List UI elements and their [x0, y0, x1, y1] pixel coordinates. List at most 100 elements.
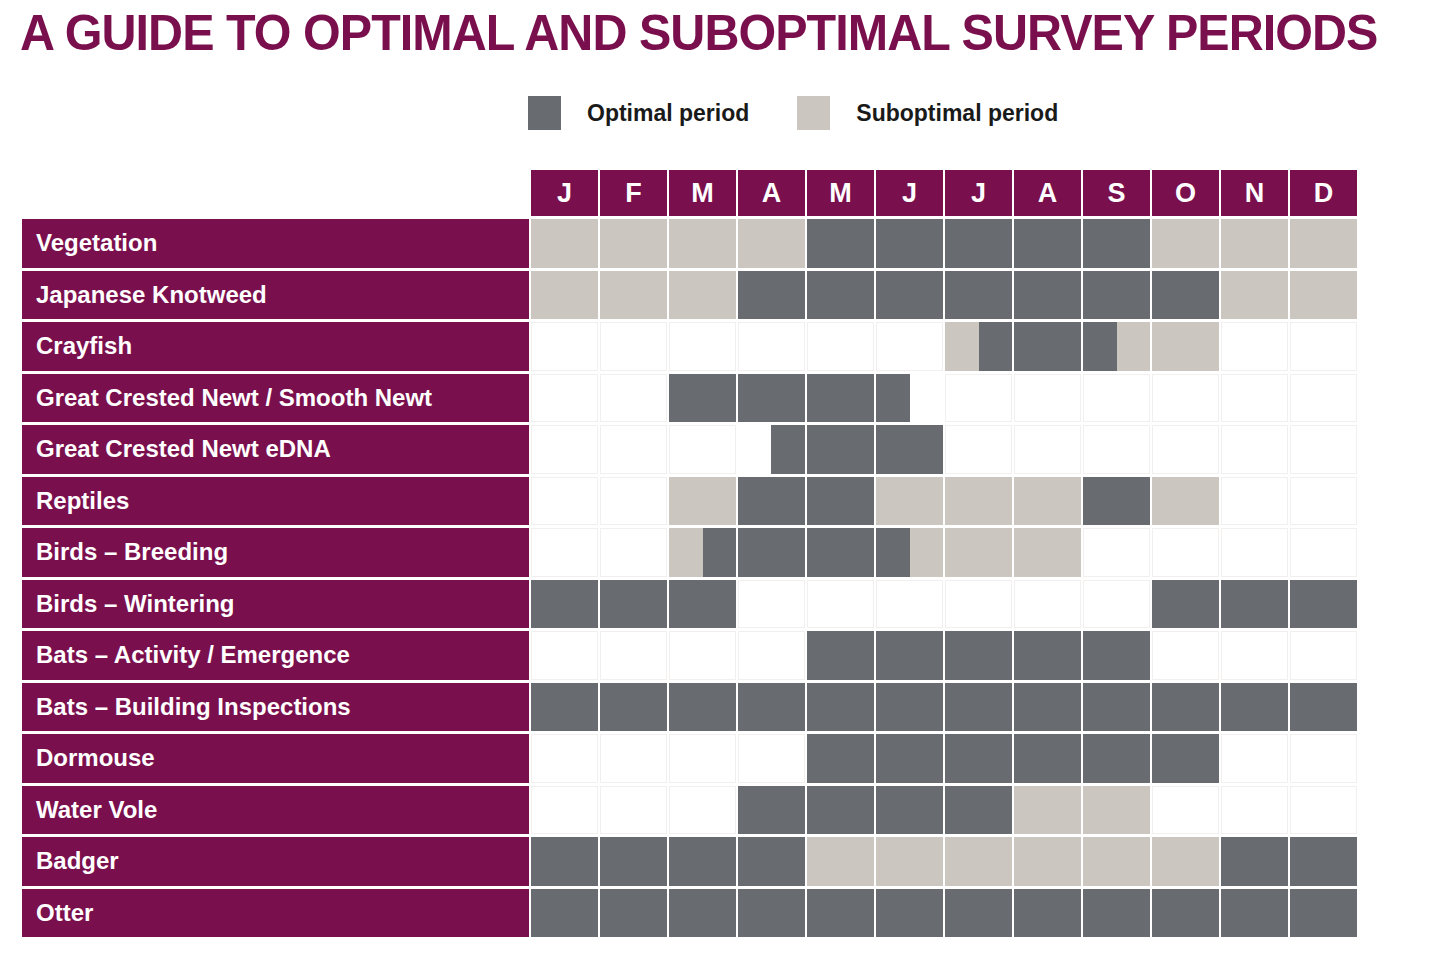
survey-cell-month-5	[807, 631, 874, 680]
survey-cell-month-9	[1083, 271, 1150, 320]
survey-cell-month-3	[669, 580, 736, 629]
survey-cell-month-3	[669, 786, 736, 835]
survey-cell-month-7	[945, 631, 1012, 680]
page-title: A GUIDE TO OPTIMAL AND SUBOPTIMAL SURVEY…	[20, 4, 1377, 62]
survey-cell-month-6	[876, 889, 943, 938]
survey-cell-month-1	[531, 425, 598, 474]
survey-cell-month-7	[945, 219, 1012, 268]
survey-cell-month-12	[1290, 219, 1357, 268]
survey-cell-month-6	[876, 580, 943, 629]
survey-cell-month-3	[669, 683, 736, 732]
survey-cell-month-10	[1152, 477, 1219, 526]
survey-cell-month-7	[945, 889, 1012, 938]
survey-cell-month-12	[1290, 837, 1357, 886]
legend: Optimal period Suboptimal period	[528, 96, 1058, 130]
survey-cell-month-2	[600, 631, 667, 680]
survey-cell-month-9	[1083, 580, 1150, 629]
survey-cell-month-5	[807, 477, 874, 526]
survey-cell-month-2	[600, 889, 667, 938]
survey-cell-month-9	[1083, 528, 1150, 577]
row-label: Badger	[22, 837, 529, 886]
survey-cell-month-4	[738, 889, 805, 938]
survey-cell-month-7	[945, 528, 1012, 577]
survey-cell-month-9	[1083, 889, 1150, 938]
survey-cell-month-12	[1290, 322, 1357, 371]
survey-cell-month-7	[945, 322, 1012, 371]
survey-cell-month-7	[945, 271, 1012, 320]
survey-cell-month-6	[876, 837, 943, 886]
survey-cell-month-10	[1152, 425, 1219, 474]
survey-cell-month-7	[945, 477, 1012, 526]
survey-cell-month-1	[531, 219, 598, 268]
survey-cell-month-10	[1152, 837, 1219, 886]
survey-cell-month-8	[1014, 271, 1081, 320]
optimal-legend-label: Optimal period	[587, 100, 749, 127]
survey-cell-month-11	[1221, 889, 1288, 938]
survey-cell-month-5	[807, 683, 874, 732]
suboptimal-legend-label: Suboptimal period	[856, 100, 1058, 127]
month-header-3: M	[669, 170, 736, 216]
grid-corner	[22, 170, 529, 216]
survey-cell-month-4	[738, 425, 805, 474]
survey-cell-month-6	[876, 271, 943, 320]
row-label: Bats – Activity / Emergence	[22, 631, 529, 680]
survey-cell-month-1	[531, 889, 598, 938]
survey-cell-month-4	[738, 219, 805, 268]
survey-cell-month-11	[1221, 425, 1288, 474]
survey-cell-month-8	[1014, 734, 1081, 783]
survey-cell-month-5	[807, 734, 874, 783]
survey-cell-month-7	[945, 425, 1012, 474]
row-label: Vegetation	[22, 219, 529, 268]
survey-cell-month-11	[1221, 734, 1288, 783]
survey-cell-month-9	[1083, 374, 1150, 423]
survey-cell-month-6	[876, 425, 943, 474]
survey-cell-month-4	[738, 271, 805, 320]
row-label: Reptiles	[22, 477, 529, 526]
survey-cell-month-8	[1014, 219, 1081, 268]
survey-cell-month-10	[1152, 271, 1219, 320]
survey-cell-month-12	[1290, 580, 1357, 629]
survey-cell-month-9	[1083, 322, 1150, 371]
survey-cell-month-4	[738, 374, 805, 423]
month-header-12: D	[1290, 170, 1357, 216]
survey-cell-month-7	[945, 580, 1012, 629]
survey-cell-month-7	[945, 683, 1012, 732]
survey-cell-month-2	[600, 219, 667, 268]
survey-cell-month-8	[1014, 683, 1081, 732]
survey-cell-month-12	[1290, 271, 1357, 320]
row-label: Birds – Breeding	[22, 528, 529, 577]
survey-cell-month-11	[1221, 631, 1288, 680]
row-label: Great Crested Newt eDNA	[22, 425, 529, 474]
survey-cell-month-3	[669, 889, 736, 938]
survey-cell-month-6	[876, 631, 943, 680]
survey-cell-month-1	[531, 580, 598, 629]
survey-cell-month-1	[531, 683, 598, 732]
survey-cell-month-2	[600, 477, 667, 526]
survey-cell-month-8	[1014, 837, 1081, 886]
survey-cell-month-3	[669, 528, 736, 577]
optimal-swatch	[528, 96, 561, 130]
survey-cell-month-11	[1221, 322, 1288, 371]
survey-cell-month-10	[1152, 889, 1219, 938]
month-header-4: A	[738, 170, 805, 216]
survey-cell-month-11	[1221, 219, 1288, 268]
survey-cell-month-8	[1014, 786, 1081, 835]
survey-cell-month-1	[531, 837, 598, 886]
survey-cell-month-12	[1290, 374, 1357, 423]
survey-cell-month-4	[738, 683, 805, 732]
month-header-10: O	[1152, 170, 1219, 216]
survey-cell-month-6	[876, 322, 943, 371]
survey-cell-month-12	[1290, 631, 1357, 680]
survey-cell-month-5	[807, 889, 874, 938]
survey-cell-month-2	[600, 580, 667, 629]
survey-cell-month-5	[807, 425, 874, 474]
month-header-6: J	[876, 170, 943, 216]
survey-cell-month-1	[531, 734, 598, 783]
survey-cell-month-6	[876, 477, 943, 526]
survey-cell-month-6	[876, 683, 943, 732]
survey-cell-month-10	[1152, 528, 1219, 577]
survey-cell-month-5	[807, 271, 874, 320]
survey-cell-month-8	[1014, 374, 1081, 423]
survey-cell-month-6	[876, 374, 943, 423]
survey-cell-month-11	[1221, 477, 1288, 526]
